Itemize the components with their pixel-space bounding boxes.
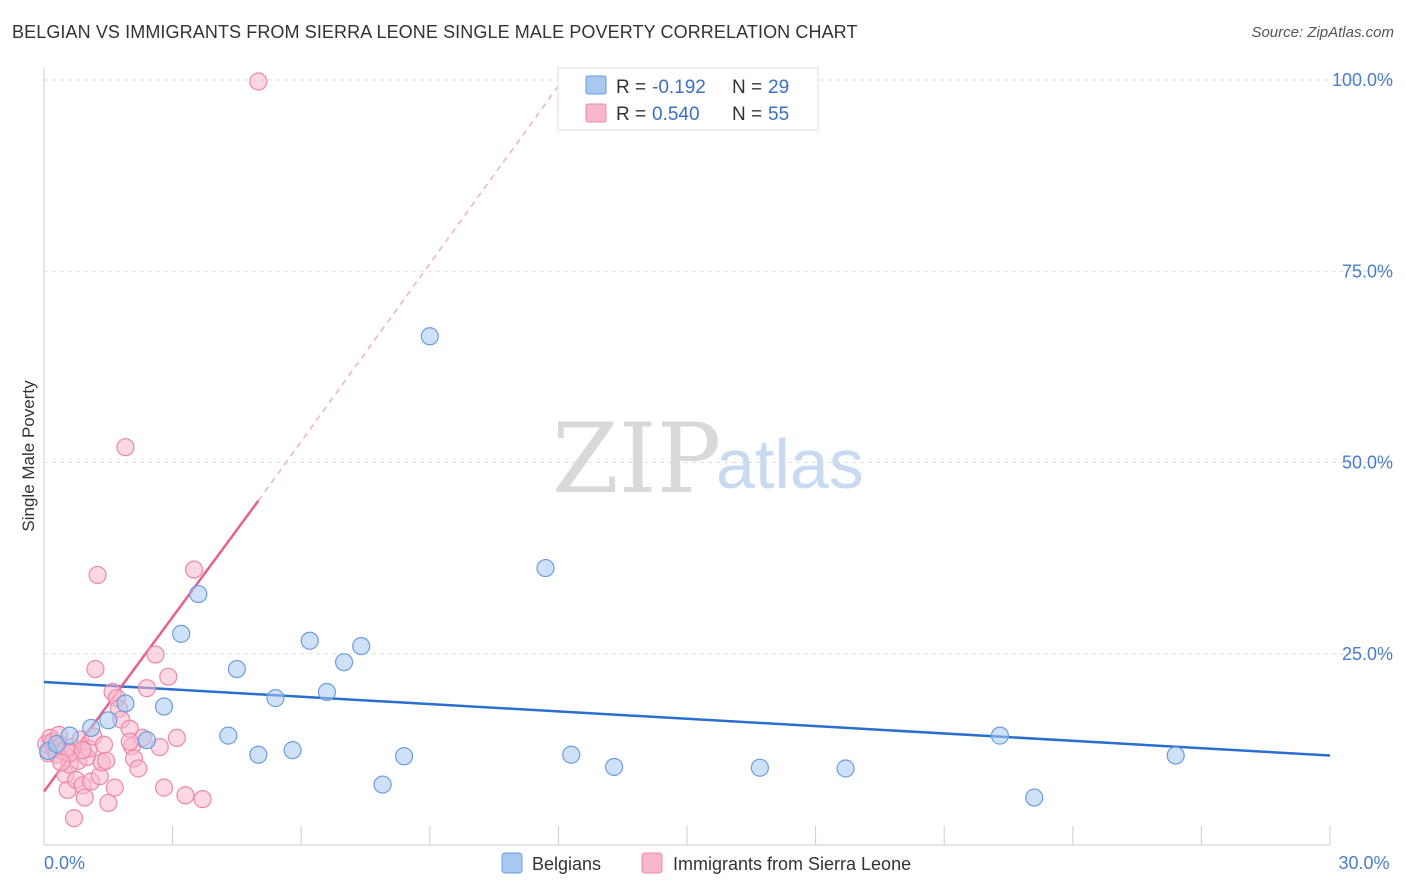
sierra-leone-point-24 [88,565,107,585]
sierra-leone-point-51 [73,741,92,760]
belgians-point-26 [836,759,855,778]
belgians-point-10 [227,659,246,679]
sierra-leone-point-54 [52,753,71,772]
trend-line-sierra-leone-extension [257,79,564,502]
axes [43,68,1331,846]
belgians-point-19 [373,775,392,794]
belgians-point-24 [605,757,624,777]
sierra-leone-point-49 [249,72,268,91]
belgians-point-13 [266,689,285,708]
sierra-leone-point-23 [86,659,105,679]
legend-swatch-belgians [585,75,607,95]
legend-n-label-sierra-leone: N = [732,104,762,125]
belgians-point-22 [536,558,555,578]
sierra-leone-point-48 [193,789,212,809]
belgians-point-27 [990,726,1010,745]
belgians-point-14 [283,741,302,760]
belgians-point-3 [82,718,101,738]
series-legend-label-sierra-leone: Immigrants from Sierra Leone [673,854,911,874]
watermark-atlas: atlas [716,425,864,503]
x-tick-labels: 0.0% 30.0% [44,853,1390,873]
series-legend-swatch-sierra-leone [641,852,663,874]
y-axis-title: Single Male Poverty [19,380,38,532]
sierra-leone-point-47 [184,560,204,579]
source-credit: Source: ZipAtlas.com [1251,24,1394,41]
x-tick-label-1: 30.0% [1338,853,1389,873]
sierra-leone-point-13 [64,809,84,828]
legend-n-value-sierra-leone: 55 [768,104,789,125]
sierra-leone-point-40 [137,679,156,698]
series-belgians-points [39,327,1185,807]
legend-n-label-belgians: N = [732,77,762,98]
sierra-leone-point-44 [159,667,178,686]
belgians-point-15 [300,631,319,650]
y-tick-labels: 25.0% 50.0% 75.0% 100.0% [1332,70,1393,664]
sierra-leone-point-41 [146,645,165,664]
belgians-point-5 [116,694,135,713]
sierra-leone-point-46 [176,786,195,805]
sierra-leone-point-52 [97,751,116,770]
legend-r-label-sierra-leone: R = [616,104,646,125]
y-tick-label-2: 75.0% [1342,261,1393,281]
stats-legend: R = -0.192 N = 29 R = 0.540 N = 55 [557,67,819,131]
y-tick-label-3: 100.0% [1332,70,1393,90]
belgians-point-25 [750,758,769,777]
legend-r-label-belgians: R = [616,77,646,98]
sierra-leone-point-28 [99,793,118,813]
x-tick-label-0: 0.0% [44,853,85,873]
belgians-point-17 [334,653,354,672]
belgians-point-16 [317,682,337,702]
belgians-point-21 [420,327,439,346]
belgians-point-23 [562,745,581,764]
series-legend-label-belgians: Belgians [532,854,601,874]
watermark-zip: ZIP [552,403,721,515]
sierra-leone-point-30 [105,778,124,797]
belgians-point-11 [219,726,238,745]
legend-r-value-belgians: -0.192 [652,77,706,98]
belgians-point-20 [394,747,414,766]
sierra-leone-point-34 [116,438,135,457]
chart-title: BELGIAN VS IMMIGRANTS FROM SIERRA LEONE … [12,22,858,42]
belgians-point-7 [154,697,174,716]
series-sierra-leone-points [37,72,268,828]
series-legend: Belgians Immigrants from Sierra Leone [501,852,911,874]
belgians-point-18 [352,636,371,656]
belgians-point-12 [249,745,268,764]
belgians-point-28 [1025,788,1044,807]
y-tick-label-1: 50.0% [1342,453,1393,473]
belgians-point-4 [99,711,118,730]
belgians-point-2 [60,726,79,745]
series-legend-swatch-belgians [501,852,523,874]
sierra-leone-point-53 [120,732,139,751]
gridlines [44,79,1394,655]
sierra-leone-point-18 [75,788,94,807]
belgians-point-6 [137,731,156,750]
belgians-point-1 [47,734,66,754]
watermark: ZIP atlas [552,403,864,515]
legend-swatch-sierra-leone [585,103,607,123]
legend-n-value-belgians: 29 [768,77,789,98]
trend-line-belgians [43,680,1331,757]
sierra-leone-point-38 [129,759,148,778]
sierra-leone-point-27 [94,735,114,754]
sierra-leone-point-43 [154,778,174,797]
y-tick-label-0: 25.0% [1342,644,1393,664]
sierra-leone-point-45 [167,728,186,748]
belgians-point-9 [189,584,208,604]
belgians-point-29 [1166,746,1185,765]
belgians-point-8 [172,624,191,643]
legend-r-value-sierra-leone: 0.540 [652,104,700,125]
